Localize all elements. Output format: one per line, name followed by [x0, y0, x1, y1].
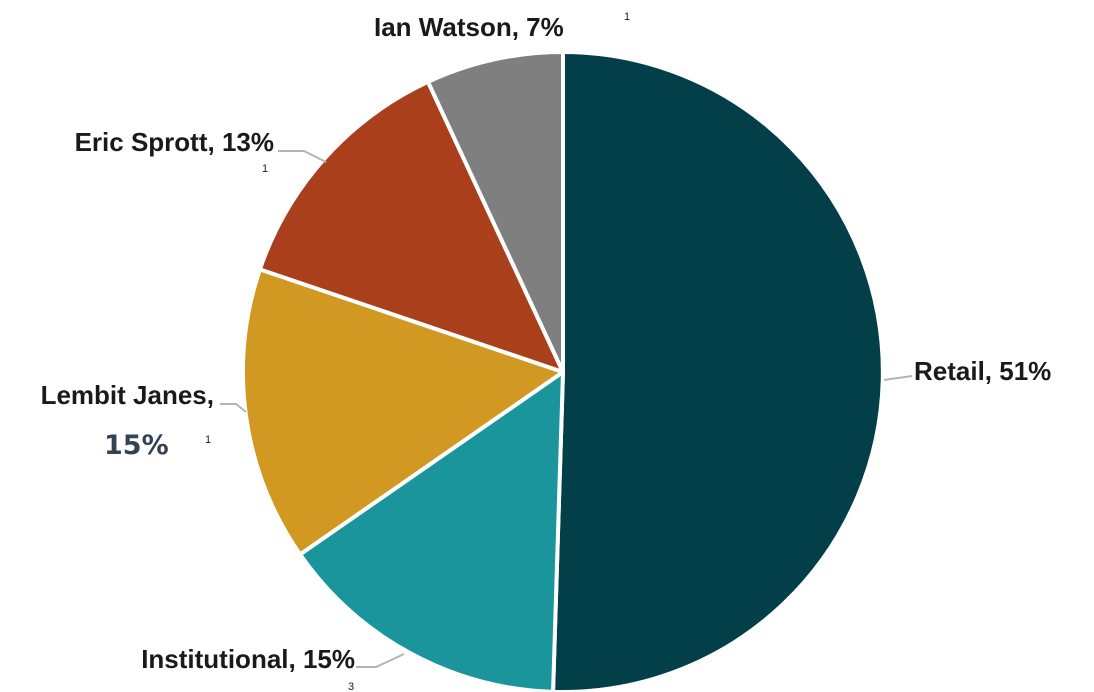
pie-slice-retail [551, 50, 885, 692]
pie-slice-eric-sprott [257, 79, 565, 374]
pie-slice-institutional [298, 370, 565, 692]
leader-line-institutional [356, 653, 405, 668]
label-institutional: Institutional, 15% [141, 644, 355, 674]
pie-slice-lembit-janes [241, 267, 565, 557]
pie-slice-ian-watson [426, 50, 565, 374]
leader-line-retail [883, 375, 913, 381]
footnote-mark-eric-sprott: 1 [262, 163, 268, 175]
leader-lines [220, 150, 913, 668]
label-lembit-janes-value: 15% [104, 430, 169, 461]
leader-line-lembit-janes [220, 403, 247, 413]
leader-line-eric-sprott [278, 150, 327, 163]
label-lembit-janes-name: Lembit Janes, [41, 380, 214, 410]
footnote-mark-institutional: 3 [348, 681, 354, 692]
footnote-mark-lembit-janes: 1 [205, 434, 211, 446]
slice-labels: Retail, 51% Institutional, 15% Lembit Ja… [41, 11, 1052, 692]
label-ian-watson: Ian Watson, 7% [374, 12, 564, 42]
label-eric-sprott: Eric Sprott, 13% [75, 127, 274, 157]
pie-slices [241, 50, 885, 692]
label-retail: Retail, 51% [914, 356, 1051, 386]
footnote-mark-ian-watson: 1 [624, 11, 630, 23]
